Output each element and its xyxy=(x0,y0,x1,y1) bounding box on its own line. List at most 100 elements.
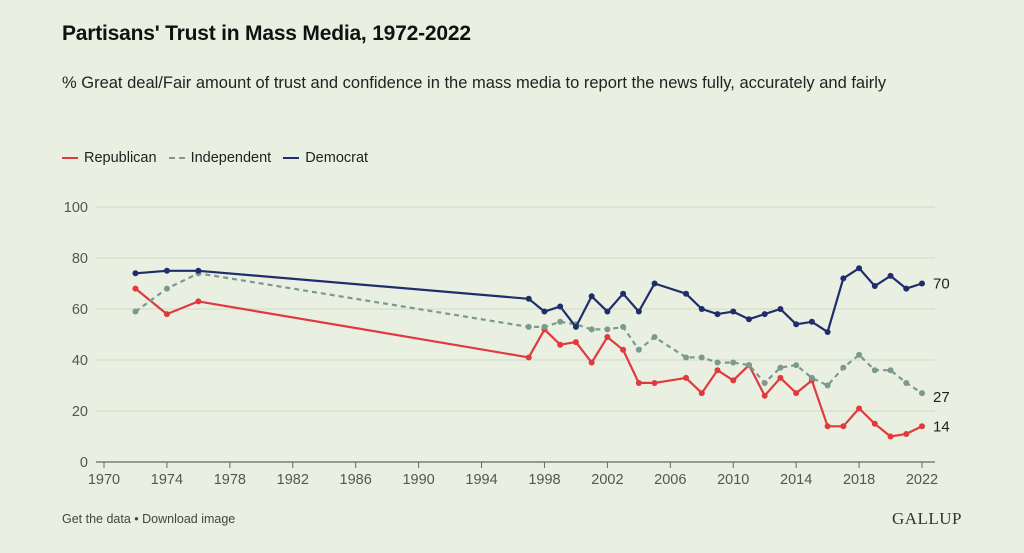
x-tick-label-2002: 2002 xyxy=(591,472,623,488)
end-label-republican: 14 xyxy=(933,418,950,435)
data-point-independent-2013 xyxy=(777,364,784,371)
data-point-democrat-2010 xyxy=(730,308,737,315)
data-point-independent-2021 xyxy=(903,379,910,386)
data-point-republican-2021 xyxy=(903,430,910,437)
x-tick-label-1990: 1990 xyxy=(402,472,434,488)
data-point-independent-2002 xyxy=(604,326,611,333)
data-point-republican-1997 xyxy=(525,354,532,361)
data-point-democrat-1976 xyxy=(195,267,202,274)
data-point-republican-2003 xyxy=(620,346,627,353)
y-tick-label-80: 80 xyxy=(72,251,88,267)
data-point-republican-2002 xyxy=(604,334,611,341)
footer-links: Get the data • Download image xyxy=(62,512,235,526)
data-point-republican-2018 xyxy=(856,405,863,412)
series-line-democrat xyxy=(135,267,923,333)
data-point-independent-1972 xyxy=(132,308,139,315)
chart-subtitle: % Great deal/Fair amount of trust and co… xyxy=(62,74,887,92)
data-point-democrat-1972 xyxy=(132,270,139,277)
data-point-republican-1999 xyxy=(557,341,564,348)
gallup-logo: GALLUP xyxy=(891,509,962,528)
data-point-independent-1997 xyxy=(525,323,532,330)
x-tick-label-1970: 1970 xyxy=(88,472,120,488)
data-point-democrat-2021 xyxy=(903,285,910,292)
data-point-republican-2017 xyxy=(840,423,847,430)
data-point-independent-2004 xyxy=(635,346,642,353)
download-image-link[interactable]: Download image xyxy=(142,512,236,526)
data-point-democrat-2000 xyxy=(572,323,579,330)
legend-item-republican: Republican xyxy=(62,150,157,166)
x-tick-label-1994: 1994 xyxy=(465,472,497,488)
data-point-democrat-2013 xyxy=(777,306,784,312)
get-data-link[interactable]: Get the data xyxy=(62,512,131,526)
data-point-democrat-2004 xyxy=(635,308,642,315)
legend-label-republican: Republican xyxy=(84,150,157,166)
y-tick-label-60: 60 xyxy=(72,302,88,318)
y-tick-label-20: 20 xyxy=(72,404,88,420)
x-tick-label-1974: 1974 xyxy=(151,472,183,488)
data-point-independent-2001 xyxy=(588,326,595,333)
data-point-republican-1976 xyxy=(195,298,202,305)
end-label-democrat: 70 xyxy=(933,276,950,293)
x-tick-label-1982: 1982 xyxy=(277,472,309,488)
data-point-independent-2015 xyxy=(808,374,815,381)
data-point-independent-2019 xyxy=(871,367,878,374)
data-point-democrat-2012 xyxy=(761,311,768,318)
x-tick-label-2014: 2014 xyxy=(780,472,812,488)
data-point-democrat-2015 xyxy=(808,318,815,325)
x-tick-label-2010: 2010 xyxy=(717,472,749,488)
data-point-republican-2019 xyxy=(871,420,878,427)
series-line-independent xyxy=(134,272,923,395)
data-point-independent-2012 xyxy=(761,379,768,386)
data-point-republican-2007 xyxy=(683,374,690,381)
data-point-democrat-2003 xyxy=(620,290,627,297)
x-tick-label-2022: 2022 xyxy=(906,472,938,488)
data-point-republican-2022 xyxy=(919,423,925,430)
data-point-democrat-2016 xyxy=(824,328,831,335)
data-point-democrat-2022 xyxy=(919,280,925,287)
end-label-independent: 27 xyxy=(933,389,950,406)
legend-swatch-independent xyxy=(168,157,185,159)
legend-swatch-republican xyxy=(62,157,78,159)
data-point-republican-2010 xyxy=(730,377,737,384)
data-point-independent-2009 xyxy=(714,359,721,366)
x-tick-label-1998: 1998 xyxy=(528,472,560,488)
legend-label-independent: Independent xyxy=(190,150,272,166)
data-point-democrat-1998 xyxy=(541,308,548,315)
chart-title: Partisans' Trust in Mass Media, 1972-202… xyxy=(62,22,471,45)
data-point-independent-2017 xyxy=(840,364,847,371)
data-point-republican-2008 xyxy=(698,390,705,397)
x-tick-label-1986: 1986 xyxy=(340,472,372,488)
data-point-republican-2016 xyxy=(824,423,831,430)
data-point-republican-2001 xyxy=(588,359,595,366)
data-point-republican-2009 xyxy=(714,367,721,374)
data-point-independent-1974 xyxy=(163,285,170,292)
data-point-democrat-2009 xyxy=(714,311,721,318)
data-point-independent-2005 xyxy=(651,334,658,341)
data-point-republican-1972 xyxy=(132,285,139,292)
data-point-independent-2008 xyxy=(698,354,705,361)
data-point-democrat-2018 xyxy=(856,265,863,272)
data-point-democrat-2017 xyxy=(840,275,847,282)
data-point-republican-2020 xyxy=(887,433,894,440)
data-point-independent-2011 xyxy=(745,362,752,369)
data-point-republican-1974 xyxy=(163,311,170,318)
x-tick-label-1978: 1978 xyxy=(214,472,246,488)
data-point-republican-2014 xyxy=(793,390,800,397)
data-point-democrat-2001 xyxy=(588,293,595,300)
data-point-democrat-2011 xyxy=(745,316,752,323)
data-point-independent-2014 xyxy=(793,362,800,369)
data-point-democrat-1999 xyxy=(557,303,564,310)
data-point-independent-2010 xyxy=(730,359,737,366)
data-point-democrat-1974 xyxy=(163,267,170,274)
data-point-democrat-1997 xyxy=(525,295,532,302)
data-point-independent-2022 xyxy=(919,390,925,397)
data-point-independent-1999 xyxy=(557,318,564,325)
data-point-democrat-2019 xyxy=(871,283,878,290)
data-point-independent-2003 xyxy=(620,323,627,330)
data-point-independent-2018 xyxy=(856,351,863,358)
legend-item-independent: Independent xyxy=(168,150,272,166)
data-point-democrat-2002 xyxy=(604,308,611,315)
data-point-republican-2000 xyxy=(572,339,579,346)
series-line-republican xyxy=(134,287,923,438)
